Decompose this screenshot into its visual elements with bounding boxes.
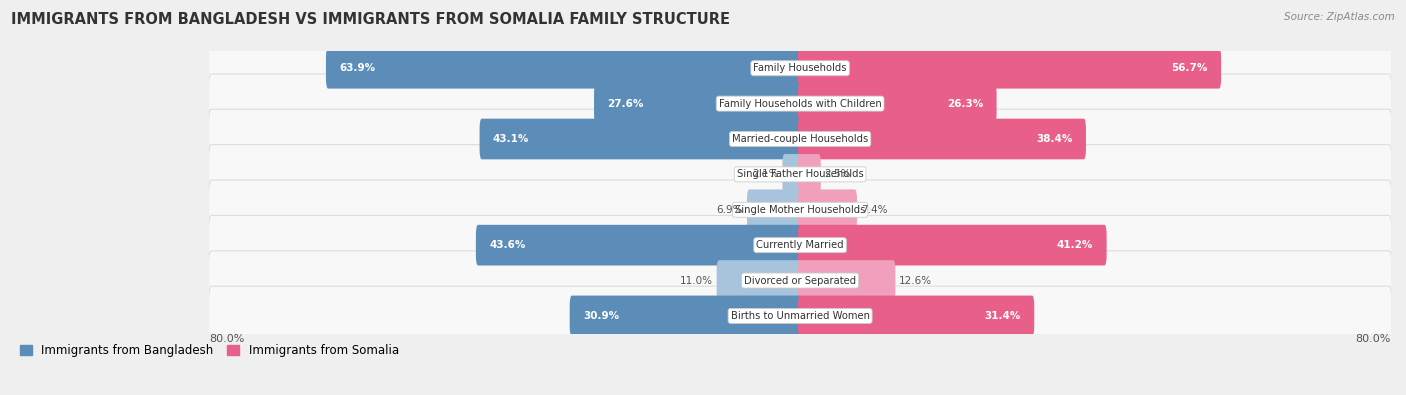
Text: 43.1%: 43.1% bbox=[494, 134, 529, 144]
FancyBboxPatch shape bbox=[479, 118, 803, 159]
FancyBboxPatch shape bbox=[208, 39, 1392, 98]
Text: IMMIGRANTS FROM BANGLADESH VS IMMIGRANTS FROM SOMALIA FAMILY STRUCTURE: IMMIGRANTS FROM BANGLADESH VS IMMIGRANTS… bbox=[11, 12, 730, 27]
Text: 41.2%: 41.2% bbox=[1057, 240, 1094, 250]
FancyBboxPatch shape bbox=[208, 145, 1392, 204]
Text: Divorced or Separated: Divorced or Separated bbox=[744, 276, 856, 286]
Text: 80.0%: 80.0% bbox=[209, 334, 245, 344]
FancyBboxPatch shape bbox=[326, 48, 803, 88]
FancyBboxPatch shape bbox=[799, 225, 1107, 265]
Text: Married-couple Households: Married-couple Households bbox=[733, 134, 869, 144]
Text: 2.1%: 2.1% bbox=[752, 169, 779, 179]
Text: 6.9%: 6.9% bbox=[717, 205, 744, 215]
Text: 30.9%: 30.9% bbox=[583, 311, 619, 321]
Text: 56.7%: 56.7% bbox=[1171, 63, 1208, 73]
FancyBboxPatch shape bbox=[799, 260, 896, 301]
FancyBboxPatch shape bbox=[208, 251, 1392, 310]
FancyBboxPatch shape bbox=[717, 260, 803, 301]
FancyBboxPatch shape bbox=[208, 180, 1392, 239]
FancyBboxPatch shape bbox=[208, 215, 1392, 275]
Text: Family Households: Family Households bbox=[754, 63, 846, 73]
Text: 11.0%: 11.0% bbox=[681, 276, 713, 286]
FancyBboxPatch shape bbox=[799, 48, 1222, 88]
Text: 2.5%: 2.5% bbox=[824, 169, 851, 179]
Text: Currently Married: Currently Married bbox=[756, 240, 844, 250]
FancyBboxPatch shape bbox=[208, 74, 1392, 134]
FancyBboxPatch shape bbox=[595, 83, 803, 124]
Text: 27.6%: 27.6% bbox=[607, 99, 644, 109]
FancyBboxPatch shape bbox=[569, 295, 803, 336]
Text: Births to Unmarried Women: Births to Unmarried Women bbox=[731, 311, 870, 321]
FancyBboxPatch shape bbox=[208, 109, 1392, 169]
Text: Source: ZipAtlas.com: Source: ZipAtlas.com bbox=[1284, 12, 1395, 22]
Legend: Immigrants from Bangladesh, Immigrants from Somalia: Immigrants from Bangladesh, Immigrants f… bbox=[15, 339, 404, 362]
Text: 26.3%: 26.3% bbox=[948, 99, 983, 109]
FancyBboxPatch shape bbox=[782, 154, 803, 195]
FancyBboxPatch shape bbox=[208, 286, 1392, 346]
Text: 12.6%: 12.6% bbox=[898, 276, 932, 286]
Text: 43.6%: 43.6% bbox=[489, 240, 526, 250]
FancyBboxPatch shape bbox=[799, 83, 997, 124]
Text: 63.9%: 63.9% bbox=[339, 63, 375, 73]
Text: Single Father Households: Single Father Households bbox=[737, 169, 863, 179]
FancyBboxPatch shape bbox=[747, 190, 803, 230]
Text: 80.0%: 80.0% bbox=[1355, 334, 1391, 344]
FancyBboxPatch shape bbox=[799, 154, 821, 195]
Text: Single Mother Households: Single Mother Households bbox=[735, 205, 865, 215]
Text: Family Households with Children: Family Households with Children bbox=[718, 99, 882, 109]
FancyBboxPatch shape bbox=[799, 118, 1085, 159]
Text: 7.4%: 7.4% bbox=[860, 205, 887, 215]
FancyBboxPatch shape bbox=[799, 190, 858, 230]
Text: 31.4%: 31.4% bbox=[984, 311, 1021, 321]
FancyBboxPatch shape bbox=[475, 225, 803, 265]
Text: 38.4%: 38.4% bbox=[1036, 134, 1073, 144]
FancyBboxPatch shape bbox=[799, 295, 1035, 336]
